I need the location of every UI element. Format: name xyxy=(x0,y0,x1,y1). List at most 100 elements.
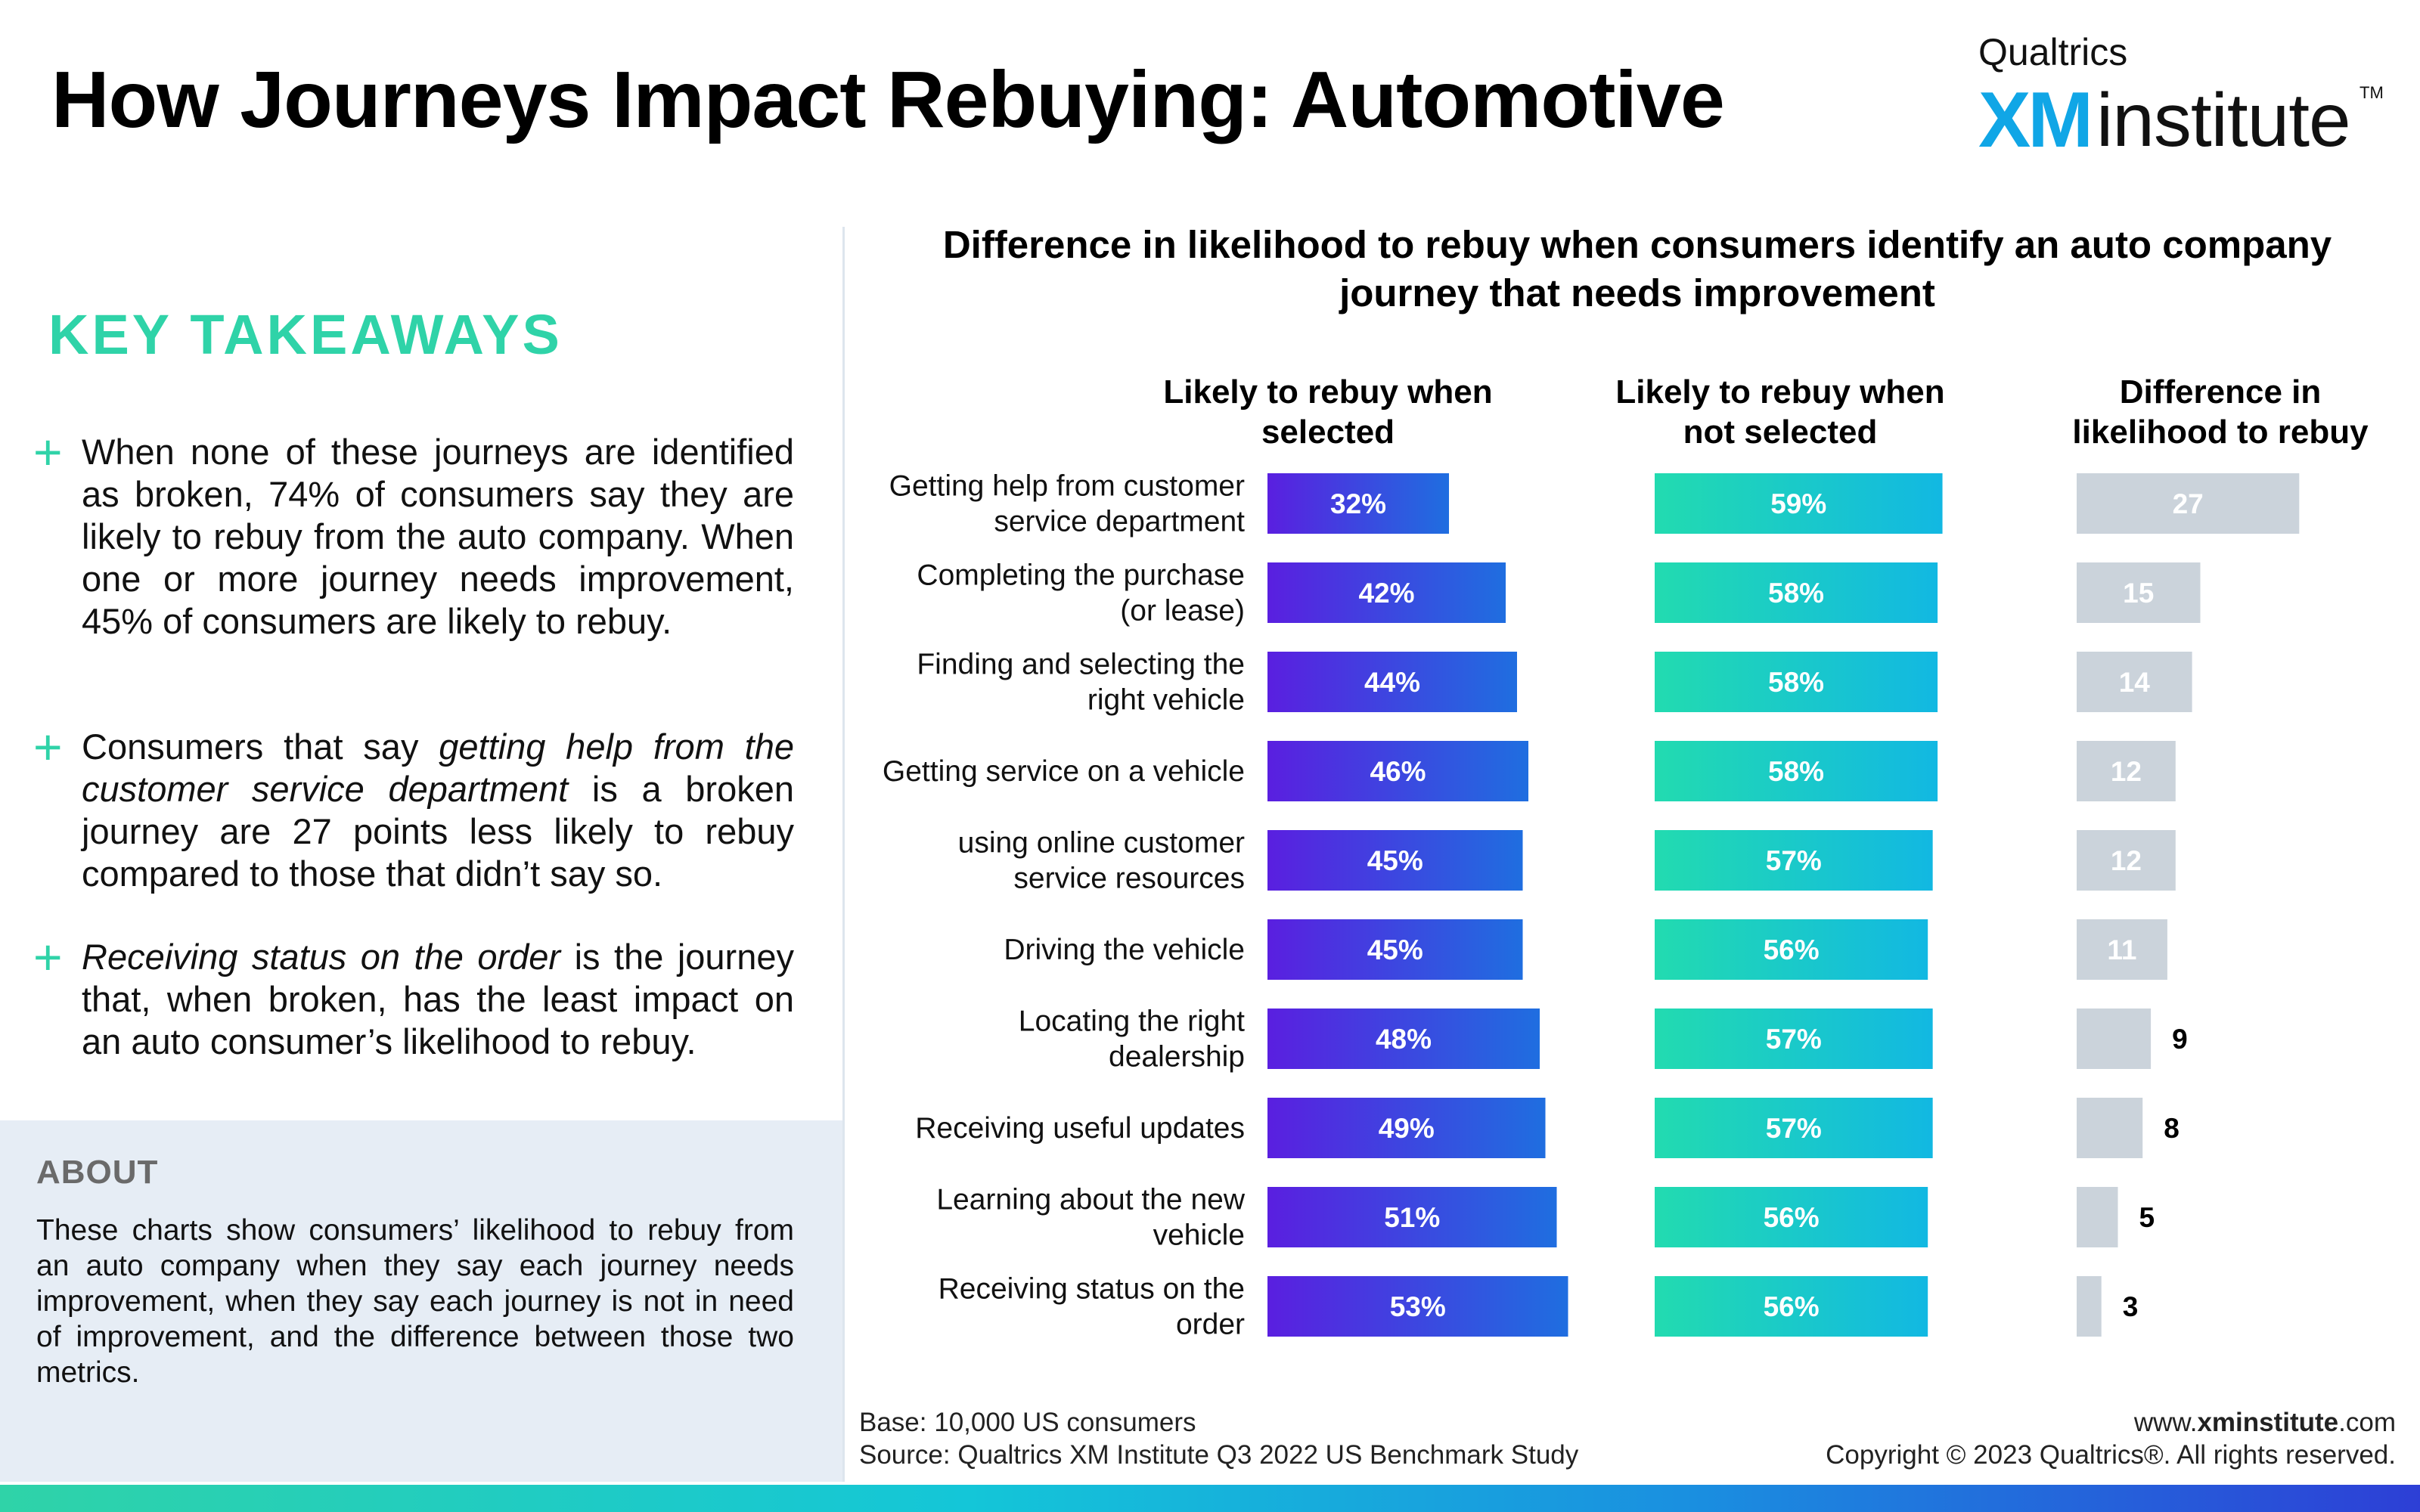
bar-value-label: 51% xyxy=(1384,1202,1440,1233)
bar xyxy=(2077,1009,2152,1069)
logo-xm-text: XM xyxy=(1978,76,2093,164)
category-label: Locating the right dealership xyxy=(1019,1005,1245,1074)
bar xyxy=(2077,1276,2102,1337)
bar xyxy=(1655,919,1928,980)
category-label: Receiving useful updates xyxy=(915,1112,1245,1145)
bar xyxy=(1655,1187,1928,1247)
bar xyxy=(1655,830,1933,891)
bar xyxy=(1267,1276,1568,1337)
bar xyxy=(1267,830,1523,891)
bar-value-label: 9 xyxy=(2172,1024,2188,1055)
bar xyxy=(1655,1098,1933,1158)
category-label: Completing the purchase (or lease) xyxy=(917,559,1245,627)
bar-value-label: 58% xyxy=(1768,667,1824,698)
category-label: Getting help from customer service depart… xyxy=(889,470,1246,538)
takeaway-text: Consumers that say getting help from the… xyxy=(82,727,794,894)
logo-institute-text: institute xyxy=(2096,78,2351,163)
bar-value-label: 32% xyxy=(1330,488,1386,519)
footer-url[interactable]: www.xminstitute.com xyxy=(2133,1408,2396,1437)
footer-base-text: Base: 10,000 US consumers xyxy=(859,1408,1196,1437)
category-label: Learning about the new vehicle xyxy=(936,1184,1245,1252)
about-panel xyxy=(0,1120,842,1482)
bar-value-label: 45% xyxy=(1367,845,1423,876)
bar xyxy=(2077,741,2176,801)
bar xyxy=(2077,1187,2118,1247)
bar xyxy=(1655,1276,1928,1337)
bar xyxy=(2077,830,2176,891)
logo-tm-mark: TM xyxy=(2360,83,2384,102)
about-text: These charts show consumers’ likelihood … xyxy=(36,1214,794,1389)
bar xyxy=(1267,1009,1540,1069)
footer-source: Base: 10,000 US consumers Source: Qualtr… xyxy=(859,1406,1578,1471)
bar-value-label: 56% xyxy=(1764,934,1820,965)
bar-value-label: 8 xyxy=(2164,1113,2180,1144)
key-takeaways-heading: KEY TAKEAWAYS xyxy=(48,303,563,366)
plus-icon: + xyxy=(33,719,63,775)
bar-value-label: 59% xyxy=(1770,488,1826,519)
bar xyxy=(1655,1009,1933,1069)
bar-value-label: 48% xyxy=(1376,1024,1432,1055)
column-header: Likely to rebuy when not selected xyxy=(1615,373,1945,451)
takeaway-item: + When none of these journeys are identif… xyxy=(33,424,794,643)
bar-value-label: 44% xyxy=(1364,667,1420,698)
takeaway-item: + Receiving status on the order is the jo… xyxy=(33,929,794,1063)
bar-value-label: 11 xyxy=(2107,934,2136,965)
bottom-gradient-bar xyxy=(0,1485,2420,1512)
xm-institute-logo: Qualtrics XM institute TM xyxy=(1978,29,2387,164)
bar-value-label: 57% xyxy=(1766,1113,1822,1144)
bar-value-label: 46% xyxy=(1370,756,1426,787)
vertical-divider xyxy=(842,227,845,1482)
takeaway-text: Receiving status on the order is the jou… xyxy=(82,937,794,1061)
bar-value-label: 58% xyxy=(1768,756,1824,787)
page-title: How Journeys Impact Rebuying: Automotive xyxy=(51,55,1725,144)
bar-value-label: 57% xyxy=(1766,845,1822,876)
bar-value-label: 56% xyxy=(1764,1202,1820,1233)
bar xyxy=(2077,919,2167,980)
bar xyxy=(1267,1098,1546,1158)
column-header: Likely to rebuy when selected xyxy=(1163,373,1493,451)
bar xyxy=(2077,1098,2143,1158)
bar xyxy=(2077,562,2201,623)
plus-icon: + xyxy=(33,424,63,480)
category-label: Receiving status on the order xyxy=(939,1273,1245,1341)
bar xyxy=(1655,473,1943,534)
bar xyxy=(2077,473,2300,534)
category-label: using online customer service resources xyxy=(958,827,1245,895)
footer-copyright: www.xminstitute.com Copyright © 2023 Qua… xyxy=(1826,1406,2396,1471)
footer-copyright-text: Copyright © 2023 Qualtrics®. All rights … xyxy=(1826,1440,2396,1470)
footer-source-text: Source: Qualtrics XM Institute Q3 2022 U… xyxy=(859,1440,1579,1470)
category-label: Finding and selecting the right vehicle xyxy=(917,649,1245,717)
bar xyxy=(1267,741,1528,801)
category-label: Getting service on a vehicle xyxy=(883,755,1245,788)
bar-value-label: 58% xyxy=(1768,578,1824,609)
bar-value-label: 42% xyxy=(1358,578,1414,609)
bar-value-label: 56% xyxy=(1764,1291,1820,1322)
bar xyxy=(1267,562,1506,623)
bar-value-label: 5 xyxy=(2139,1202,2155,1233)
logo-qualtrics-text: Qualtrics xyxy=(1978,31,2128,73)
bar-value-label: 3 xyxy=(2123,1291,2139,1322)
bar-value-label: 12 xyxy=(2111,845,2142,876)
bar-value-label: 27 xyxy=(2173,488,2204,519)
bar-value-label: 49% xyxy=(1379,1113,1435,1144)
bar xyxy=(1267,1187,1557,1247)
plus-icon: + xyxy=(33,929,63,985)
bar xyxy=(1267,652,1517,712)
bar xyxy=(1655,652,1938,712)
bar xyxy=(2077,652,2192,712)
bar-value-label: 57% xyxy=(1766,1024,1822,1055)
bar-value-label: 45% xyxy=(1367,934,1423,965)
bar-value-label: 12 xyxy=(2111,756,2142,787)
bar xyxy=(1655,741,1938,801)
bar xyxy=(1267,919,1523,980)
bar-value-label: 53% xyxy=(1390,1291,1446,1322)
takeaway-item: + Consumers that say getting help from th… xyxy=(33,719,794,895)
chart-title: Difference in likelihood to rebuy when c… xyxy=(942,223,2332,314)
column-header: Difference in likelihood to rebuy xyxy=(2072,373,2369,451)
category-label: Driving the vehicle xyxy=(1004,934,1245,966)
bar xyxy=(1267,473,1449,534)
bar-value-label: 14 xyxy=(2119,667,2151,698)
about-heading: ABOUT xyxy=(36,1154,159,1191)
takeaway-text: When none of these journeys are identifi… xyxy=(82,432,794,641)
